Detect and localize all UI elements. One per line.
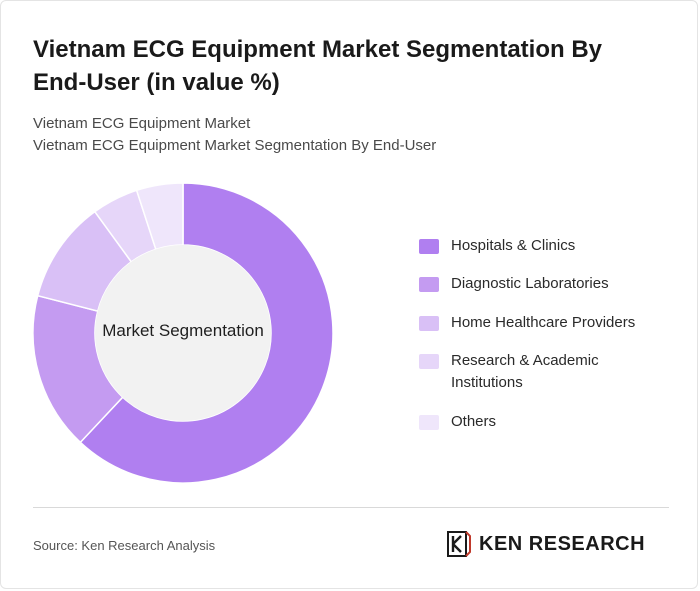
- legend-swatch: [419, 277, 439, 292]
- footer-divider: [33, 507, 669, 508]
- legend-swatch: [419, 354, 439, 369]
- donut-center: [95, 245, 271, 421]
- brand-name: KEN RESEARCH: [479, 533, 646, 555]
- chart-title: Vietnam ECG Equipment Market Segmentatio…: [33, 36, 603, 96]
- ken-research-logo-icon: [447, 531, 471, 557]
- legend-label: Diagnostic Laboratories: [451, 275, 609, 292]
- legend-label: Hospitals & Clinics: [451, 237, 576, 254]
- legend-swatch: [419, 239, 439, 254]
- source-note: Source: Ken Research Analysis: [33, 538, 216, 553]
- donut-slice-0: [79, 182, 334, 484]
- chart-subtitle-segmentation: Vietnam ECG Equipment Market Segmentatio…: [33, 137, 437, 154]
- legend-swatch: [419, 316, 439, 331]
- legend-label: Home Healthcare Providers: [451, 314, 636, 331]
- chart-subtitle-market: Vietnam ECG Equipment Market: [33, 115, 251, 132]
- legend-label: Others: [451, 413, 497, 430]
- legend-label: Research & Academic Institutions: [451, 352, 599, 391]
- donut-chart: [32, 182, 334, 484]
- legend-swatch: [419, 415, 439, 430]
- donut-center-label: Market Segmentation: [102, 321, 264, 340]
